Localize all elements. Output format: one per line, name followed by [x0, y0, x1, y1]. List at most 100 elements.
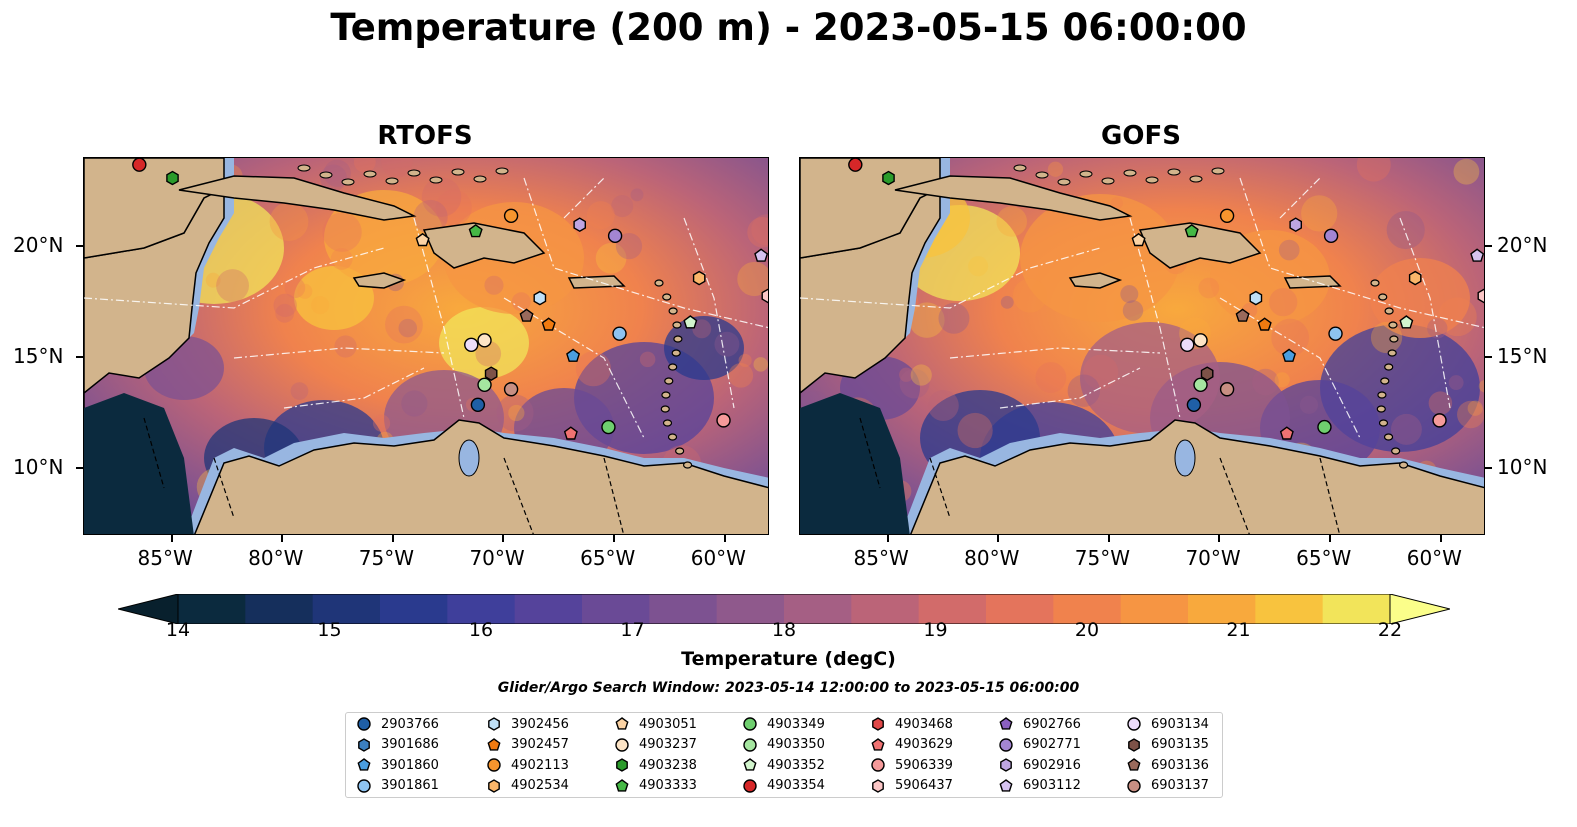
- colorbar-segment: [1255, 594, 1324, 624]
- legend-marker-icon: [999, 737, 1013, 752]
- colorbar-segment: [582, 594, 650, 624]
- colorbar-segment: [784, 594, 852, 624]
- float-marker-6903135: [484, 366, 498, 382]
- float-marker-4903333: [1184, 224, 1199, 238]
- legend-label: 4903354: [767, 778, 825, 793]
- legend-entry: 4903350: [742, 737, 825, 753]
- float-marker-6903112: [754, 248, 768, 262]
- y-tick-label: 15°N: [1497, 344, 1548, 369]
- legend-label: 4903333: [639, 778, 697, 793]
- colorbar-segment: [649, 594, 718, 624]
- legend-entry: 4902534: [486, 778, 569, 794]
- x-tick-label: 60°W: [1406, 546, 1462, 570]
- float-marker-4903237: [1193, 333, 1208, 348]
- legend-marker-icon: [743, 778, 757, 793]
- colorbar: [118, 594, 1450, 624]
- legend-marker-icon: [357, 778, 371, 793]
- float-marker-4902113: [1219, 208, 1235, 224]
- colorbar-tick-label: 17: [620, 619, 645, 641]
- legend-label: 4903349: [767, 716, 825, 732]
- legend-marker-icon: [1127, 758, 1141, 771]
- float-marker-6903136: [1235, 308, 1250, 322]
- colorbar-segment: [1053, 594, 1122, 624]
- x-tick-mark: [613, 535, 616, 542]
- colorbar-segment: [178, 594, 246, 624]
- legend-label: 5906339: [895, 757, 953, 773]
- legend-entry: 4903468: [870, 716, 953, 732]
- legend-marker-icon: [1127, 717, 1141, 731]
- legend-entry: 4903349: [742, 716, 825, 732]
- float-marker-4903352: [683, 315, 698, 329]
- legend-label: 6902766: [1023, 716, 1081, 732]
- float-marker-4903352: [1399, 315, 1414, 329]
- legend-marker-icon: [1127, 778, 1141, 793]
- x-tick-mark: [1218, 535, 1221, 542]
- legend-marker-icon: [871, 737, 885, 751]
- float-marker-3901860: [1282, 348, 1297, 362]
- legend-entry: 2903766: [356, 716, 439, 732]
- colorbar-tick-label: 15: [317, 619, 342, 641]
- colorbar-segment: [851, 594, 920, 624]
- legend-marker-icon: [1128, 737, 1140, 752]
- y-tick-label: 10°N: [1497, 455, 1548, 480]
- float-marker-4903354: [848, 158, 863, 172]
- legend-marker-icon: [487, 737, 501, 751]
- legend-label: 6903137: [1151, 778, 1209, 793]
- legend-entry: 4903238: [614, 757, 697, 773]
- float-marker-4902534: [692, 270, 706, 286]
- legend-label: 6902771: [1023, 737, 1081, 752]
- y-tick-label: 10°N: [13, 455, 64, 480]
- float-marker-4902113: [503, 208, 519, 224]
- legend-entry: 3902456: [486, 716, 569, 732]
- legend-entry: 5906437: [870, 778, 953, 794]
- x-tick-mark: [1439, 535, 1442, 542]
- x-tick-label: 85°W: [853, 546, 909, 570]
- legend-entry: 3901860: [356, 757, 439, 773]
- legend-label: 6903112: [1023, 778, 1081, 793]
- legend-entry: 3902457: [486, 737, 569, 753]
- rtofs-panel-title: RTOFS: [377, 121, 473, 151]
- legend-marker-icon: [743, 737, 757, 752]
- colorbar-segment: [986, 594, 1054, 624]
- float-marker-6902916: [1289, 217, 1302, 233]
- legend-label: 4903468: [895, 716, 953, 732]
- y-tick-mark: [76, 244, 83, 247]
- float-marker-5906339: [716, 413, 731, 428]
- legend-marker-icon: [488, 717, 500, 731]
- legend-entry: 6903134: [1126, 716, 1209, 732]
- float-marker-3901861: [612, 326, 627, 341]
- float-marker-4903350: [477, 377, 492, 393]
- legend-marker-icon: [1000, 758, 1012, 772]
- x-tick-label: 65°W: [580, 546, 636, 570]
- legend-marker-icon: [743, 758, 757, 771]
- legend-label: 4902113: [511, 757, 569, 773]
- x-tick-label: 85°W: [137, 546, 193, 570]
- float-marker-6903135: [1200, 366, 1214, 382]
- float-marker-4903349: [1317, 419, 1332, 435]
- float-marker-2903766: [470, 397, 486, 413]
- legend-marker-icon: [358, 737, 370, 752]
- x-tick-label: 70°W: [469, 546, 525, 570]
- legend-label: 3901686: [381, 737, 439, 752]
- colorbar-tick-label: 21: [1226, 619, 1251, 641]
- colorbar-segment: [1188, 594, 1256, 624]
- legend-label: 4903237: [639, 737, 697, 752]
- colorbar-segment: [918, 594, 987, 624]
- x-tick-mark: [886, 535, 889, 542]
- legend-entry: 4903237: [614, 737, 697, 753]
- legend-entry: 6903112: [998, 778, 1081, 794]
- legend-entry: 6903137: [1126, 778, 1209, 794]
- float-marker-4903629: [563, 426, 578, 440]
- legend-label: 3901861: [381, 778, 439, 793]
- legend-marker-icon: [616, 758, 628, 772]
- legend-marker-icon: [487, 758, 501, 772]
- legend-label: 4903350: [767, 737, 825, 752]
- float-marker-3902457: [541, 317, 556, 331]
- legend-marker-icon: [999, 717, 1013, 730]
- x-tick-mark: [281, 535, 284, 542]
- legend-marker-icon: [615, 737, 629, 752]
- float-marker-4903333: [468, 224, 483, 238]
- legend-entry: 6902916: [998, 757, 1081, 773]
- colorbar-segment: [380, 594, 448, 624]
- float-marker-4903051: [415, 232, 430, 247]
